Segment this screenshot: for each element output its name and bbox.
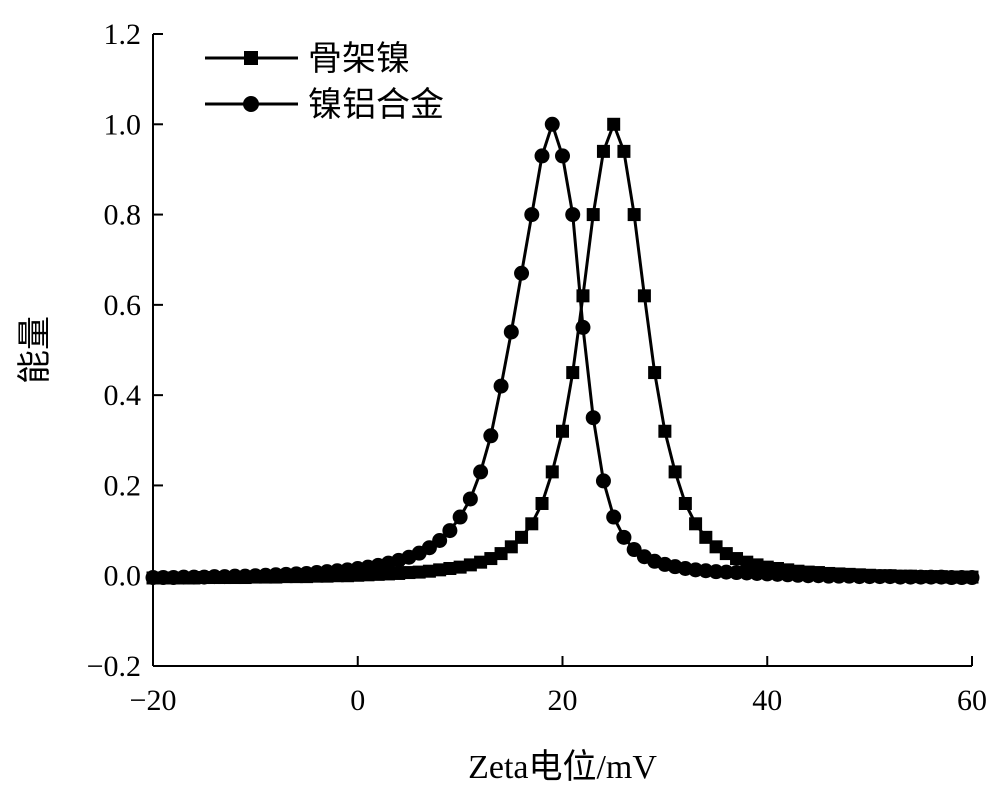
data-point-square bbox=[699, 530, 713, 544]
y-tick-label: 1.2 bbox=[104, 18, 142, 51]
x-axis-title: Zeta电位/mV bbox=[468, 748, 657, 786]
data-point-circle bbox=[565, 207, 581, 223]
data-point-square bbox=[689, 517, 703, 531]
data-point-circle bbox=[575, 319, 591, 335]
data-point-square bbox=[730, 552, 744, 566]
x-tick-label: 20 bbox=[548, 684, 578, 717]
data-point-square bbox=[402, 566, 416, 580]
data-point-circle bbox=[483, 428, 499, 444]
data-point-square bbox=[515, 530, 529, 544]
data-point-circle bbox=[964, 570, 980, 586]
series-1 bbox=[146, 117, 979, 585]
y-tick-label: 0.0 bbox=[104, 560, 142, 593]
data-point-circle bbox=[534, 148, 550, 164]
data-point-circle bbox=[585, 410, 601, 426]
data-point-square bbox=[648, 366, 662, 380]
data-point-circle bbox=[524, 207, 540, 223]
x-tick-label: 40 bbox=[752, 684, 782, 717]
data-point-circle bbox=[595, 473, 611, 489]
data-point-square bbox=[668, 465, 682, 479]
data-point-square bbox=[637, 289, 651, 303]
data-point-square bbox=[586, 208, 600, 222]
series-line bbox=[153, 120, 972, 580]
data-point-square bbox=[617, 144, 631, 158]
data-point-square bbox=[525, 517, 539, 531]
y-tick-label: 0.6 bbox=[104, 289, 142, 322]
y-tick-label: 0.8 bbox=[104, 199, 142, 232]
y-tick-label: 0.2 bbox=[104, 469, 142, 502]
data-point-circle bbox=[432, 533, 448, 549]
data-point-square bbox=[607, 117, 621, 131]
data-point-square bbox=[709, 540, 723, 554]
legend-label: 骨架镍 bbox=[308, 40, 410, 78]
x-tick-label: −20 bbox=[130, 684, 177, 717]
legend-item: 骨架镍 bbox=[205, 40, 410, 78]
data-point-square bbox=[433, 563, 447, 577]
x-tick-label: 0 bbox=[350, 684, 365, 717]
data-point-square bbox=[545, 465, 559, 479]
series-line bbox=[153, 119, 972, 580]
x-tick-label: 60 bbox=[957, 684, 987, 717]
data-point-circle bbox=[555, 148, 570, 164]
data-point-square bbox=[494, 547, 508, 561]
data-point-circle bbox=[493, 378, 509, 394]
data-point-square bbox=[422, 564, 436, 578]
legend-marker-square bbox=[244, 51, 258, 65]
data-point-circle bbox=[452, 509, 468, 525]
data-point-square bbox=[535, 496, 549, 510]
data-point-square bbox=[678, 496, 692, 510]
x-axis-ticks: −20 0 20 40 60 bbox=[130, 656, 987, 717]
y-tick-label: 1.0 bbox=[104, 108, 142, 141]
data-point-circle bbox=[473, 464, 489, 480]
data-point-circle bbox=[503, 324, 519, 340]
data-point-square bbox=[381, 567, 395, 581]
data-point-square bbox=[463, 558, 477, 572]
data-point-square bbox=[627, 208, 641, 222]
data-point-square bbox=[719, 547, 733, 561]
y-tick-label: −0.2 bbox=[87, 650, 141, 683]
legend-label: 镍铝合金 bbox=[308, 86, 444, 124]
y-tick-label: 0.4 bbox=[104, 379, 142, 412]
data-point-circle bbox=[462, 491, 478, 507]
data-point-square bbox=[474, 555, 488, 569]
plot-area bbox=[145, 116, 980, 586]
data-point-square bbox=[596, 144, 610, 158]
data-point-square bbox=[443, 561, 457, 575]
data-point-square bbox=[658, 424, 672, 438]
data-point-square bbox=[566, 366, 580, 380]
data-point-square bbox=[453, 560, 467, 574]
data-point-circle bbox=[544, 116, 560, 132]
data-point-square bbox=[392, 566, 406, 580]
y-axis-ticks: −0.2 0.0 0.2 0.4 0.6 0.8 1.0 1.2 bbox=[87, 18, 163, 683]
data-point-circle bbox=[442, 523, 458, 539]
data-point-circle bbox=[606, 509, 622, 525]
series-2 bbox=[145, 116, 980, 586]
data-point-circle bbox=[616, 529, 632, 545]
legend-item: 镍铝合金 bbox=[205, 86, 444, 124]
y-axis-title: 能量 bbox=[16, 316, 54, 384]
data-point-square bbox=[556, 424, 569, 438]
data-point-square bbox=[504, 540, 518, 554]
data-point-square bbox=[412, 565, 426, 579]
data-point-square bbox=[484, 552, 498, 566]
legend-marker-circle bbox=[243, 96, 259, 112]
data-point-circle bbox=[514, 265, 530, 281]
data-point-square bbox=[740, 555, 754, 569]
